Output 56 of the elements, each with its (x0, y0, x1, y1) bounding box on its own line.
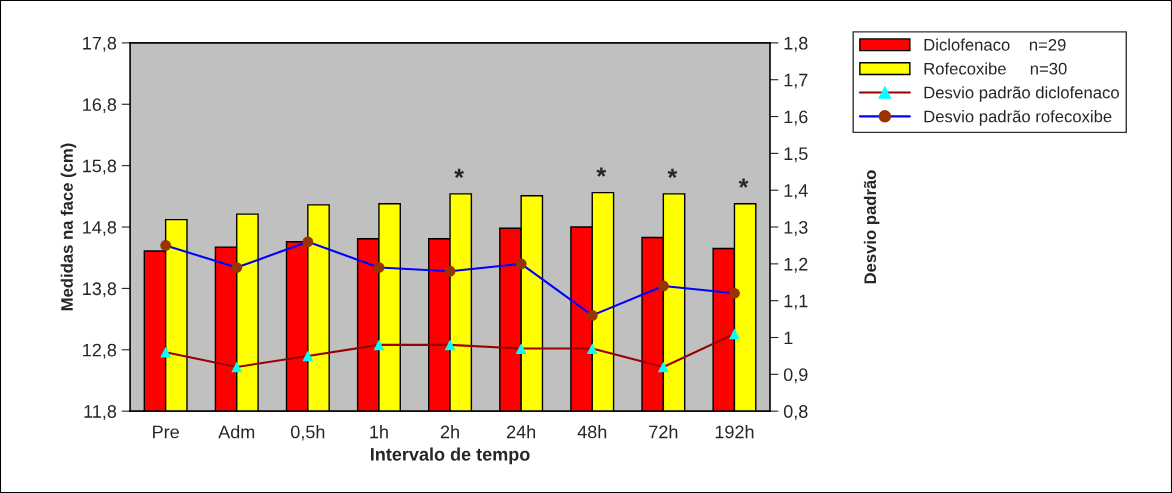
y-tick-label: 13,8 (83, 282, 117, 298)
x-tick-label: 2h (440, 425, 459, 439)
x-tick-label: Adm (218, 425, 255, 439)
y-tick-label: 17,8 (83, 36, 117, 52)
point (444, 265, 456, 277)
legend-label: Desvio padrão diclofenaco (924, 86, 1119, 102)
y2-tick-label: 1,5 (784, 147, 808, 163)
y-axis-title: Medidas na face (cm) (60, 143, 77, 311)
point (515, 258, 527, 270)
y2-tick-label: 1,6 (784, 110, 808, 126)
annotation: * (738, 178, 749, 188)
x-tick-label: 72h (649, 425, 678, 439)
point (302, 236, 314, 248)
point (373, 262, 385, 273)
x-tick-label: 192h (715, 425, 754, 439)
legend-label: Rofecoxibe n=30 (924, 62, 1067, 75)
x-tick-label: 0,5h (290, 425, 325, 441)
point (373, 339, 385, 351)
y2-tick-label: 0,9 (783, 368, 808, 384)
y2-tick-label: 1,1 (784, 294, 808, 310)
y2-tick-label: 0,8 (783, 405, 808, 421)
x-tick-label: 1h (370, 425, 388, 439)
x-tick-label: 24h (507, 425, 536, 439)
y2-tick-label: 1,7 (784, 73, 808, 89)
point (729, 328, 740, 340)
x-tick-label: 48h (577, 425, 607, 439)
legend-label: Desvio padrão rofecoxibe (924, 110, 1112, 126)
point (586, 310, 598, 321)
point (160, 240, 172, 251)
x-axis-title: Intervalo de tempo (371, 447, 530, 465)
point (444, 339, 456, 351)
point (302, 350, 314, 362)
point (729, 287, 740, 299)
point (515, 343, 527, 354)
point (231, 262, 243, 273)
point (231, 361, 243, 373)
y2-tick-label: 1,3 (784, 220, 808, 236)
y-tick-label: 14,8 (83, 220, 117, 236)
y2-axis-title: Desvio padrão (863, 170, 880, 284)
y-tick-label: 15,8 (83, 159, 117, 175)
annotation: * (596, 167, 607, 177)
y-tick-label: 11,8 (84, 405, 117, 421)
y2-tick-label: 1,8 (784, 36, 808, 52)
y-tick-label: 12,8 (83, 343, 117, 359)
y2-tick-label: 1,4 (784, 184, 808, 200)
y-tick-label: 16,8 (83, 98, 117, 114)
point (657, 361, 669, 373)
annotation: * (454, 168, 464, 179)
point (657, 280, 669, 292)
y2-tick-label: 1 (784, 331, 793, 345)
legend-label: Diclofenaco n=29 (924, 38, 1066, 51)
y2-tick-label: 1,2 (784, 257, 808, 273)
point (160, 346, 172, 358)
x-tick-label: Pre (153, 425, 179, 439)
annotation: * (667, 168, 678, 179)
point (586, 343, 598, 354)
